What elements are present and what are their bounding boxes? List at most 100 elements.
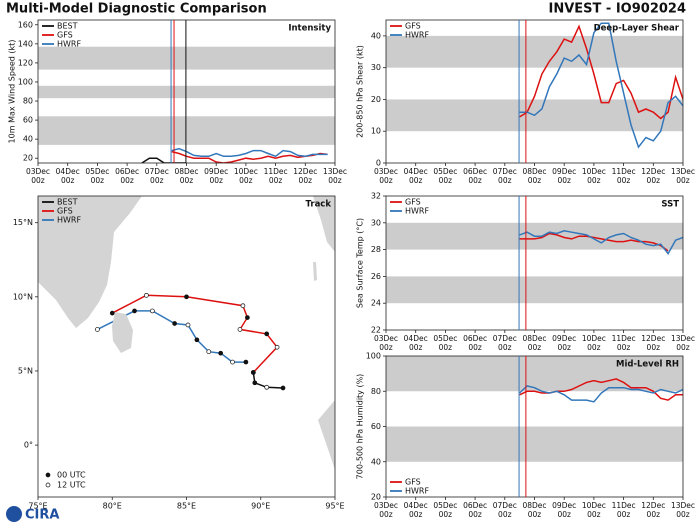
x-tick-label: 09Dec 00z (204, 167, 229, 185)
figure-title: Multi-Model Diagnostic Comparison (6, 2, 267, 17)
y-tick-label: 10 (371, 127, 381, 136)
band (38, 46, 335, 70)
y-tick-label: 5°N (18, 366, 33, 375)
series-line (171, 150, 328, 163)
logo-icon (6, 506, 22, 522)
y-tick-label: 80 (371, 387, 381, 396)
x-tick-label: 06Dec 00z (463, 334, 488, 352)
x-tick-label: 75°E (28, 502, 47, 511)
x-tick-label: 07Dec 00z (492, 501, 517, 519)
track-point (185, 322, 191, 328)
y-tick-label: 0° (24, 441, 33, 450)
legend-marker (45, 482, 51, 488)
y-tick-label: 40 (23, 135, 33, 144)
y-tick-label: 140 (18, 39, 33, 48)
panel-title: Track (306, 200, 332, 210)
track-point (252, 380, 258, 386)
myanmar (313, 196, 335, 252)
y-axis-label: 10m Max Wind Speed (kt) (8, 40, 17, 144)
x-tick-label: 09Dec 00z (552, 334, 577, 352)
x-tick-label: 07Dec 00z (144, 167, 169, 185)
series-line (519, 24, 683, 120)
x-tick-label: 80°E (103, 502, 122, 511)
series-line (519, 385, 683, 403)
series-line (171, 147, 328, 158)
track-point (237, 327, 243, 332)
y-tick-label: 20 (371, 493, 381, 502)
x-tick-label: 10Dec 00z (233, 167, 258, 185)
track-line (111, 294, 279, 373)
plot-area (386, 22, 683, 149)
x-tick-label: 12Dec 00z (641, 334, 666, 352)
x-tick-label: 08Dec 00z (522, 501, 547, 519)
x-tick-label: 07Dec 00z (492, 334, 517, 352)
plot-area (386, 222, 683, 304)
legend-label: GFS (405, 22, 421, 31)
x-tick-label: 11Dec 00z (611, 501, 636, 519)
track-line (97, 310, 246, 363)
x-tick-label: 11Dec 00z (611, 334, 636, 352)
track-point (280, 385, 286, 391)
y-tick-label: 160 (18, 20, 33, 29)
x-tick-label: 09Dec 00z (552, 501, 577, 519)
legend-label: GFS (405, 198, 421, 207)
legend-label: GFS (57, 207, 73, 216)
x-tick-label: 10Dec 00z (581, 334, 606, 352)
plot-area (95, 292, 286, 391)
x-tick-label: 04Dec 00z (403, 167, 428, 185)
panel-title: Intensity (288, 24, 331, 34)
y-tick-label: 15°N (13, 218, 33, 227)
legend-label: HWRF (405, 31, 429, 40)
y-tick-label: 120 (18, 58, 33, 67)
series-line (519, 232, 669, 252)
x-tick-label: 05Dec 00z (433, 501, 458, 519)
storm-name: INVEST - IO902024 (549, 2, 687, 17)
series-line (519, 22, 683, 149)
x-tick-label: 12Dec 00z (641, 501, 666, 519)
plot-area (386, 356, 683, 462)
plot-area (38, 46, 335, 163)
x-tick-label: 12Dec 00z (293, 167, 318, 185)
track-point (149, 308, 155, 314)
legend-label: BEST (57, 22, 78, 31)
panel-title: SST (661, 200, 679, 210)
band (386, 35, 683, 68)
y-tick-label: 20 (23, 154, 33, 163)
legend-label: HWRF (405, 207, 429, 216)
track-point (109, 310, 115, 316)
legend-label: HWRF (405, 487, 429, 496)
track-point (218, 350, 224, 356)
y-tick-label: 32 (371, 192, 381, 201)
legend-label: BEST (57, 198, 78, 207)
x-tick-label: 13Dec 00z (322, 167, 348, 185)
x-tick-label: 95°E (325, 502, 344, 511)
logo-text: CIRA (25, 508, 59, 523)
x-tick-label: 85°E (177, 502, 196, 511)
x-tick-label: 13Dec 00z (670, 167, 696, 185)
andaman (313, 262, 317, 281)
series-line (141, 157, 187, 163)
band (386, 276, 683, 304)
sumatra (318, 400, 335, 470)
legend-marker (45, 472, 51, 478)
x-tick-label: 09Dec 00z (552, 167, 577, 185)
panel-title: Deep-Layer Shear (594, 24, 680, 34)
y-tick-label: 60 (371, 422, 381, 431)
x-tick-label: 11Dec 00z (263, 167, 288, 185)
x-tick-label: 08Dec 00z (522, 334, 547, 352)
y-tick-label: 40 (371, 31, 381, 40)
x-tick-label: 04Dec 00z (403, 334, 428, 352)
legend-label: 00 UTC (57, 471, 86, 480)
y-tick-label: 20 (371, 95, 381, 104)
y-tick-label: 100 (366, 352, 381, 361)
y-tick-label: 10°N (13, 292, 33, 301)
track-point (274, 344, 280, 350)
track-point (245, 315, 250, 320)
x-tick-label: 03Dec 00z (373, 334, 399, 352)
x-tick-label: 11Dec 00z (611, 167, 636, 185)
legend-label: 12 UTC (57, 481, 86, 490)
series-line (519, 230, 683, 255)
x-tick-label: 12Dec 00z (641, 167, 666, 185)
